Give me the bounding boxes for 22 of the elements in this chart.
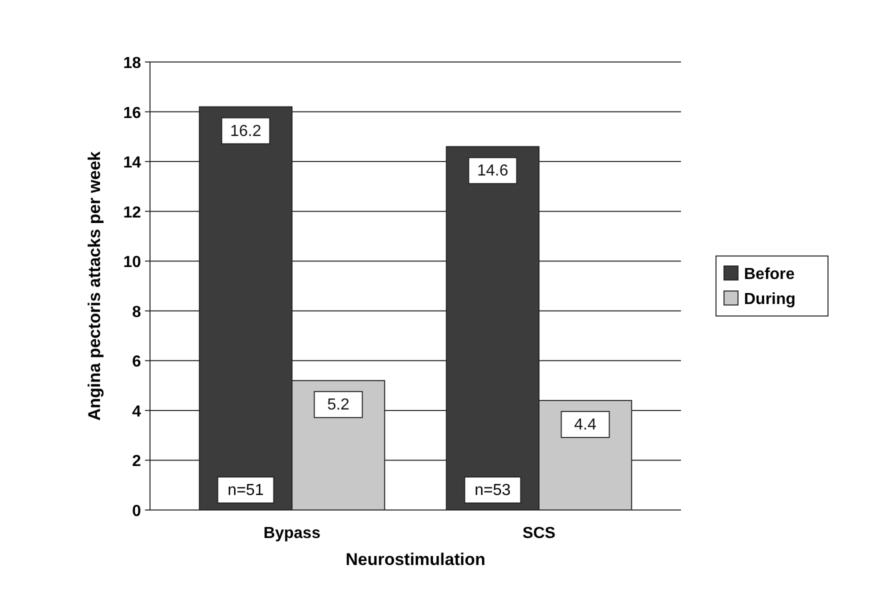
y-tick-label: 0 [132,503,142,520]
annotation: n=53 [474,482,511,499]
legend-label: Before [744,266,795,283]
x-tick-label: SCS [522,525,556,542]
x-axis-title: Neurostimulation [346,550,486,569]
y-axis-title: Angina pectoris attacks per week [85,150,104,421]
x-tick-label: Bypass [264,525,321,542]
data-label: 5.2 [327,396,350,414]
y-tick-label: 4 [132,403,142,420]
y-tick-label: 6 [132,354,142,371]
y-tick-label: 14 [123,154,142,172]
y-tick-label: 8 [132,304,142,321]
annotation: n=51 [228,482,264,499]
data-label: 16.2 [230,122,262,140]
y-tick-label: 16 [123,104,142,122]
y-tick-label: 18 [123,55,142,72]
y-tick-label: 2 [132,453,142,470]
legend-label: During [744,291,796,308]
data-label: 14.6 [477,162,508,180]
data-label: 4.4 [574,416,597,434]
y-tick-label: 10 [123,254,142,272]
y-tick-label: 12 [123,204,142,222]
